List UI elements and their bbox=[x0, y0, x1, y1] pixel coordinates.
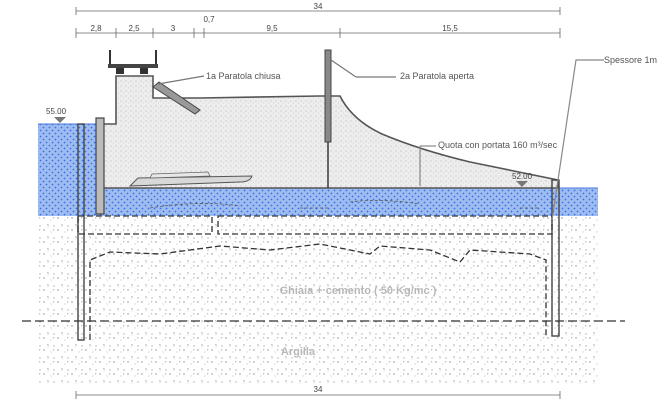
top-dimension: 34 bbox=[75, 2, 561, 15]
svg-text:55.00: 55.00 bbox=[46, 107, 67, 116]
callout-gate-closed: 1a Paratola chiusa bbox=[157, 71, 281, 85]
service-bridge bbox=[108, 50, 158, 74]
callout-gate-open: 2a Paratola aperta bbox=[330, 59, 474, 81]
open-gate bbox=[324, 49, 332, 188]
segment-label: 0,7 bbox=[203, 15, 215, 24]
upstream-water bbox=[38, 124, 102, 216]
segment-label: 9,5 bbox=[266, 24, 278, 33]
upstream-pier bbox=[95, 117, 105, 215]
bottom-dimension: 34 bbox=[75, 385, 561, 399]
total-dimension-top: 34 bbox=[314, 2, 323, 11]
segment-label: 2,5 bbox=[128, 24, 140, 33]
segment-label: 15,5 bbox=[442, 24, 458, 33]
callout-thickness: Spessore 1m bbox=[551, 55, 657, 221]
callout-flow-level: Quota con portata 160 m³/sec bbox=[419, 140, 558, 186]
svg-text:Spessore 1m: Spessore 1m bbox=[604, 55, 657, 65]
segment-label: 2,8 bbox=[90, 24, 102, 33]
grout-label: Ghiaia + cemento ( 50 Kg/mc ) bbox=[280, 285, 437, 297]
flow-lines bbox=[149, 200, 540, 209]
soil-foundation bbox=[38, 216, 598, 384]
boat-icon bbox=[128, 171, 253, 187]
svg-text:Quota con portata 160 m³/sec: Quota con portata 160 m³/sec bbox=[438, 140, 558, 150]
downstream-elevation-marker: 52.00 bbox=[512, 172, 533, 187]
segment-dimensions: 2,8 2,5 3 0,7 9,5 15,5 bbox=[75, 15, 561, 38]
svg-text:52.00: 52.00 bbox=[512, 172, 533, 181]
svg-text:2a Paratola aperta: 2a Paratola aperta bbox=[400, 71, 474, 81]
downstream-wall bbox=[551, 179, 560, 337]
upstream-elevation-marker: 55.00 bbox=[46, 107, 67, 123]
svg-text:1a Paratola chiusa: 1a Paratola chiusa bbox=[206, 71, 281, 81]
clay-label: Argilla bbox=[281, 346, 316, 358]
closed-gate bbox=[152, 81, 201, 115]
segment-label: 3 bbox=[171, 24, 176, 33]
foundation-outline bbox=[77, 215, 553, 340]
total-dimension-bottom: 34 bbox=[314, 385, 323, 394]
